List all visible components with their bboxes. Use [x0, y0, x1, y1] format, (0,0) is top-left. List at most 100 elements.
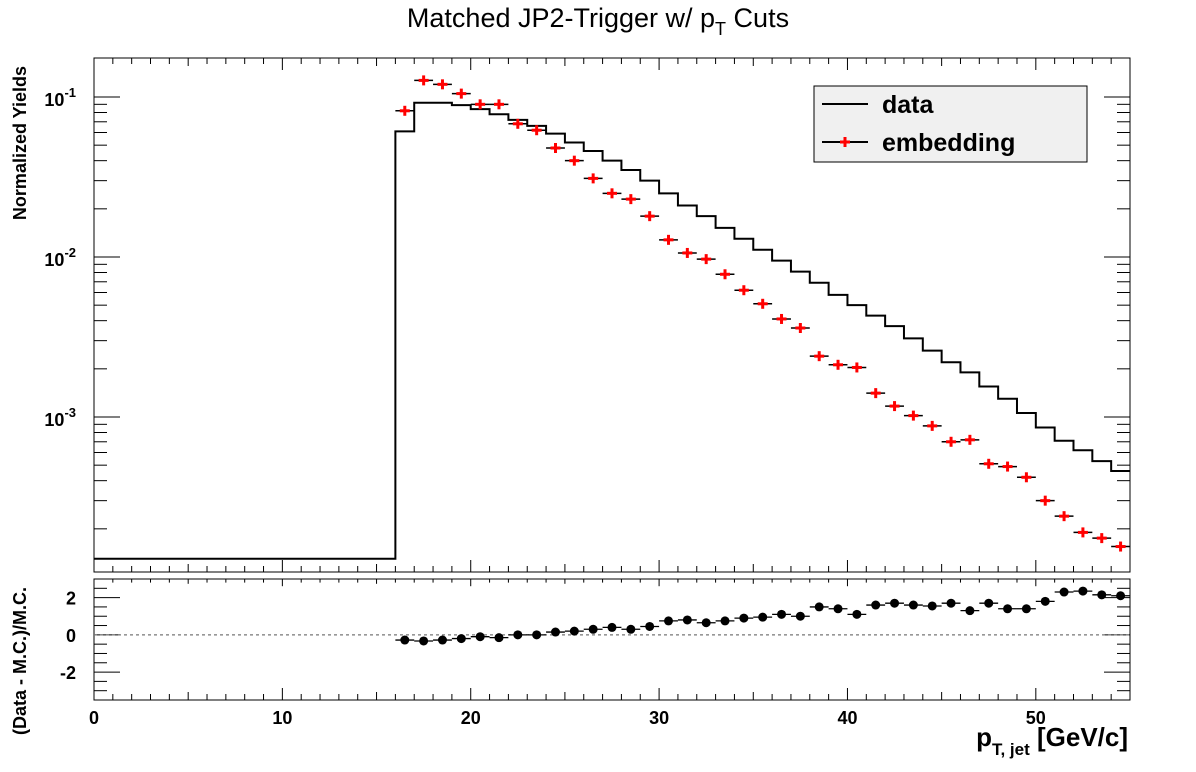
- embedding-point: [941, 436, 961, 447]
- embedding-point: [564, 155, 584, 166]
- chart-title-main: Matched JP2-Trigger w/ p: [407, 3, 715, 33]
- ratio-marker: [437, 635, 447, 645]
- ratio-point: [433, 635, 452, 645]
- y-tick-label: 10-1: [44, 85, 76, 110]
- x-axis-title-main: p: [976, 722, 992, 752]
- ratio-point: [1111, 591, 1130, 601]
- ratio-point: [772, 609, 791, 619]
- ratio-marker: [607, 622, 617, 632]
- x-tick-label: 0: [89, 708, 99, 728]
- ratio-marker: [494, 633, 504, 643]
- ratio-point: [828, 604, 848, 614]
- embedding-point: [1016, 472, 1036, 483]
- ratio-point: [508, 630, 528, 640]
- ratio-marker: [908, 600, 918, 610]
- x-axis-title-sub: T, jet: [992, 740, 1030, 759]
- ratio-point: [1016, 604, 1036, 614]
- chart-title-suffix: Cuts: [726, 3, 789, 33]
- ratio-point: [489, 633, 509, 643]
- ratio-marker: [927, 601, 937, 611]
- data-step-line: [94, 101, 1130, 560]
- chart-legend: data embedding: [813, 85, 1088, 163]
- embedding-point: [847, 362, 867, 373]
- embedding-point: [659, 234, 678, 245]
- ratio-point: [602, 622, 622, 632]
- embedding-point: [696, 254, 716, 265]
- ratio-point: [734, 613, 754, 623]
- lower-y-tick-label: 2: [66, 589, 76, 609]
- ratio-marker: [1116, 591, 1126, 601]
- ratio-marker: [1097, 590, 1107, 600]
- embedding-point: [640, 211, 660, 222]
- x-tick-label: 20: [461, 708, 481, 728]
- ratio-point: [1035, 596, 1055, 606]
- embedding-point: [1111, 541, 1130, 552]
- embedding-point: [433, 79, 452, 90]
- ratio-marker: [513, 630, 523, 640]
- ratio-point: [583, 624, 603, 634]
- ratio-point: [527, 630, 547, 640]
- embedding-point: [1054, 511, 1074, 522]
- ratio-marker: [400, 635, 410, 645]
- embedding-point: [828, 359, 848, 370]
- embedding-point: [677, 247, 697, 258]
- ratio-point: [640, 621, 660, 631]
- ratio-marker: [682, 615, 692, 625]
- embedding-point: [790, 322, 810, 333]
- y-tick-exponent: -1: [64, 85, 76, 100]
- ratio-marker: [984, 598, 994, 608]
- upper-y-axis-title: Normalized Yields: [10, 66, 30, 220]
- lower-plot-frame: [93, 578, 1131, 701]
- ratio-point: [621, 624, 641, 634]
- ratio-marker: [1021, 604, 1031, 614]
- ratio-marker: [588, 624, 598, 634]
- ratio-marker: [871, 600, 881, 610]
- chart-title: Matched JP2-Trigger w/ pT Cuts: [407, 3, 789, 39]
- ratio-point: [715, 616, 735, 626]
- embedding-point: [546, 143, 565, 154]
- ratio-point: [395, 635, 415, 645]
- embedding-point: [885, 401, 904, 412]
- lower-y-axis-title: (Data - M.C.)/M.C.: [10, 587, 30, 735]
- ratio-point: [753, 612, 773, 622]
- data-step-series: [94, 101, 1130, 560]
- ratio-marker: [701, 618, 711, 628]
- ratio-marker: [814, 602, 824, 612]
- ratio-marker: [419, 636, 429, 646]
- ratio-marker: [946, 598, 956, 608]
- embedding-series: [395, 75, 1130, 552]
- legend-entry-data: data: [882, 91, 935, 119]
- ratio-marker: [475, 632, 485, 642]
- embedding-point: [621, 194, 641, 205]
- ratio-point: [696, 618, 716, 628]
- ratio-point: [903, 600, 923, 610]
- ratio-marker: [569, 626, 579, 636]
- embedding-point: [489, 99, 509, 110]
- legend-box: [813, 85, 1088, 163]
- embedding-point: [1035, 495, 1055, 506]
- ratio-point: [1054, 587, 1074, 597]
- ratio-marker: [890, 598, 900, 608]
- embedding-point: [451, 88, 471, 99]
- ratio-marker: [1003, 604, 1013, 614]
- ratio-marker: [456, 634, 466, 644]
- x-axis-title-suffix: [GeV/c]: [1030, 722, 1128, 752]
- ratio-point: [941, 598, 961, 608]
- ratio-point: [960, 606, 980, 616]
- ratio-point: [922, 601, 942, 611]
- embedding-point: [583, 173, 603, 184]
- ratio-point: [866, 600, 886, 610]
- ratio-point: [1092, 590, 1112, 600]
- x-tick-label: 50: [1026, 708, 1046, 728]
- x-axis-title: pT, jet [GeV/c]: [976, 722, 1128, 759]
- ratio-marker: [795, 611, 805, 621]
- embedding-point: [508, 118, 528, 129]
- embedding-point: [734, 285, 754, 296]
- y-tick-base: 10: [44, 250, 64, 270]
- ratio-point: [677, 615, 697, 625]
- ratio-marker: [777, 609, 787, 619]
- y-tick-exponent: -3: [64, 405, 76, 420]
- ratio-marker: [626, 624, 636, 634]
